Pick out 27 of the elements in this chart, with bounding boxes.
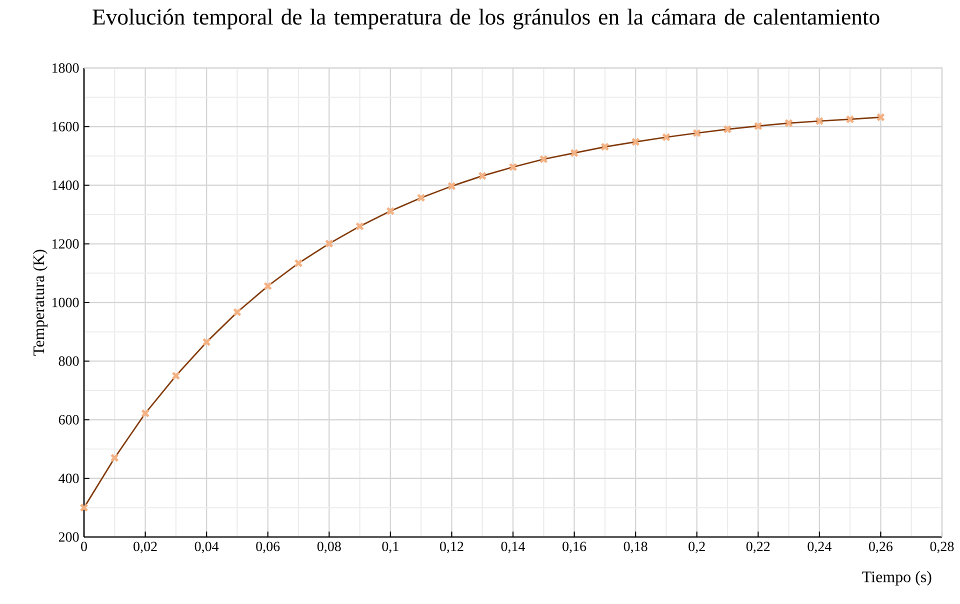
x-tick-label: 0 [81, 542, 87, 552]
x-tick-label: 0,22 [746, 542, 770, 554]
x-tick-label: 0,26 [868, 542, 893, 554]
x-axis-title: Tiempo (s) [862, 571, 932, 586]
y-tick-label: 1400 [52, 180, 79, 190]
x-tick-label: 0,18 [624, 542, 648, 554]
y-tick-label: 1600 [52, 122, 79, 132]
y-axis-title: Temperatura (K) [32, 250, 48, 356]
y-tick-label: 1200 [52, 239, 79, 249]
x-tick-label: 0,14 [501, 542, 526, 554]
y-tick-label: 400 [58, 474, 79, 484]
y-tick-label: 1000 [52, 298, 79, 308]
x-tick-label: 0,28 [930, 542, 954, 554]
y-tick-label: 800 [58, 356, 79, 366]
x-tick-label: 0,08 [317, 542, 341, 554]
x-tick-label: 0,2 [688, 542, 705, 554]
x-tick-label: 0,24 [808, 542, 832, 554]
x-tick-label: 0,02 [134, 542, 157, 554]
x-tick-label: 0,1 [382, 542, 398, 554]
y-tick-label: 600 [58, 415, 79, 424]
x-tick-label: 0,06 [256, 542, 280, 554]
chart-title: Evolución temporal de la temperatura de los gránulos en la cámara de calentamiento [92, 8, 880, 30]
y-tick-label: 200 [58, 532, 79, 542]
x-tick-label: 0,04 [194, 542, 219, 554]
x-tick-label: 0,16 [562, 542, 586, 554]
y-tick-label: 1800 [52, 63, 79, 73]
x-tick-label: 0,12 [440, 542, 464, 554]
